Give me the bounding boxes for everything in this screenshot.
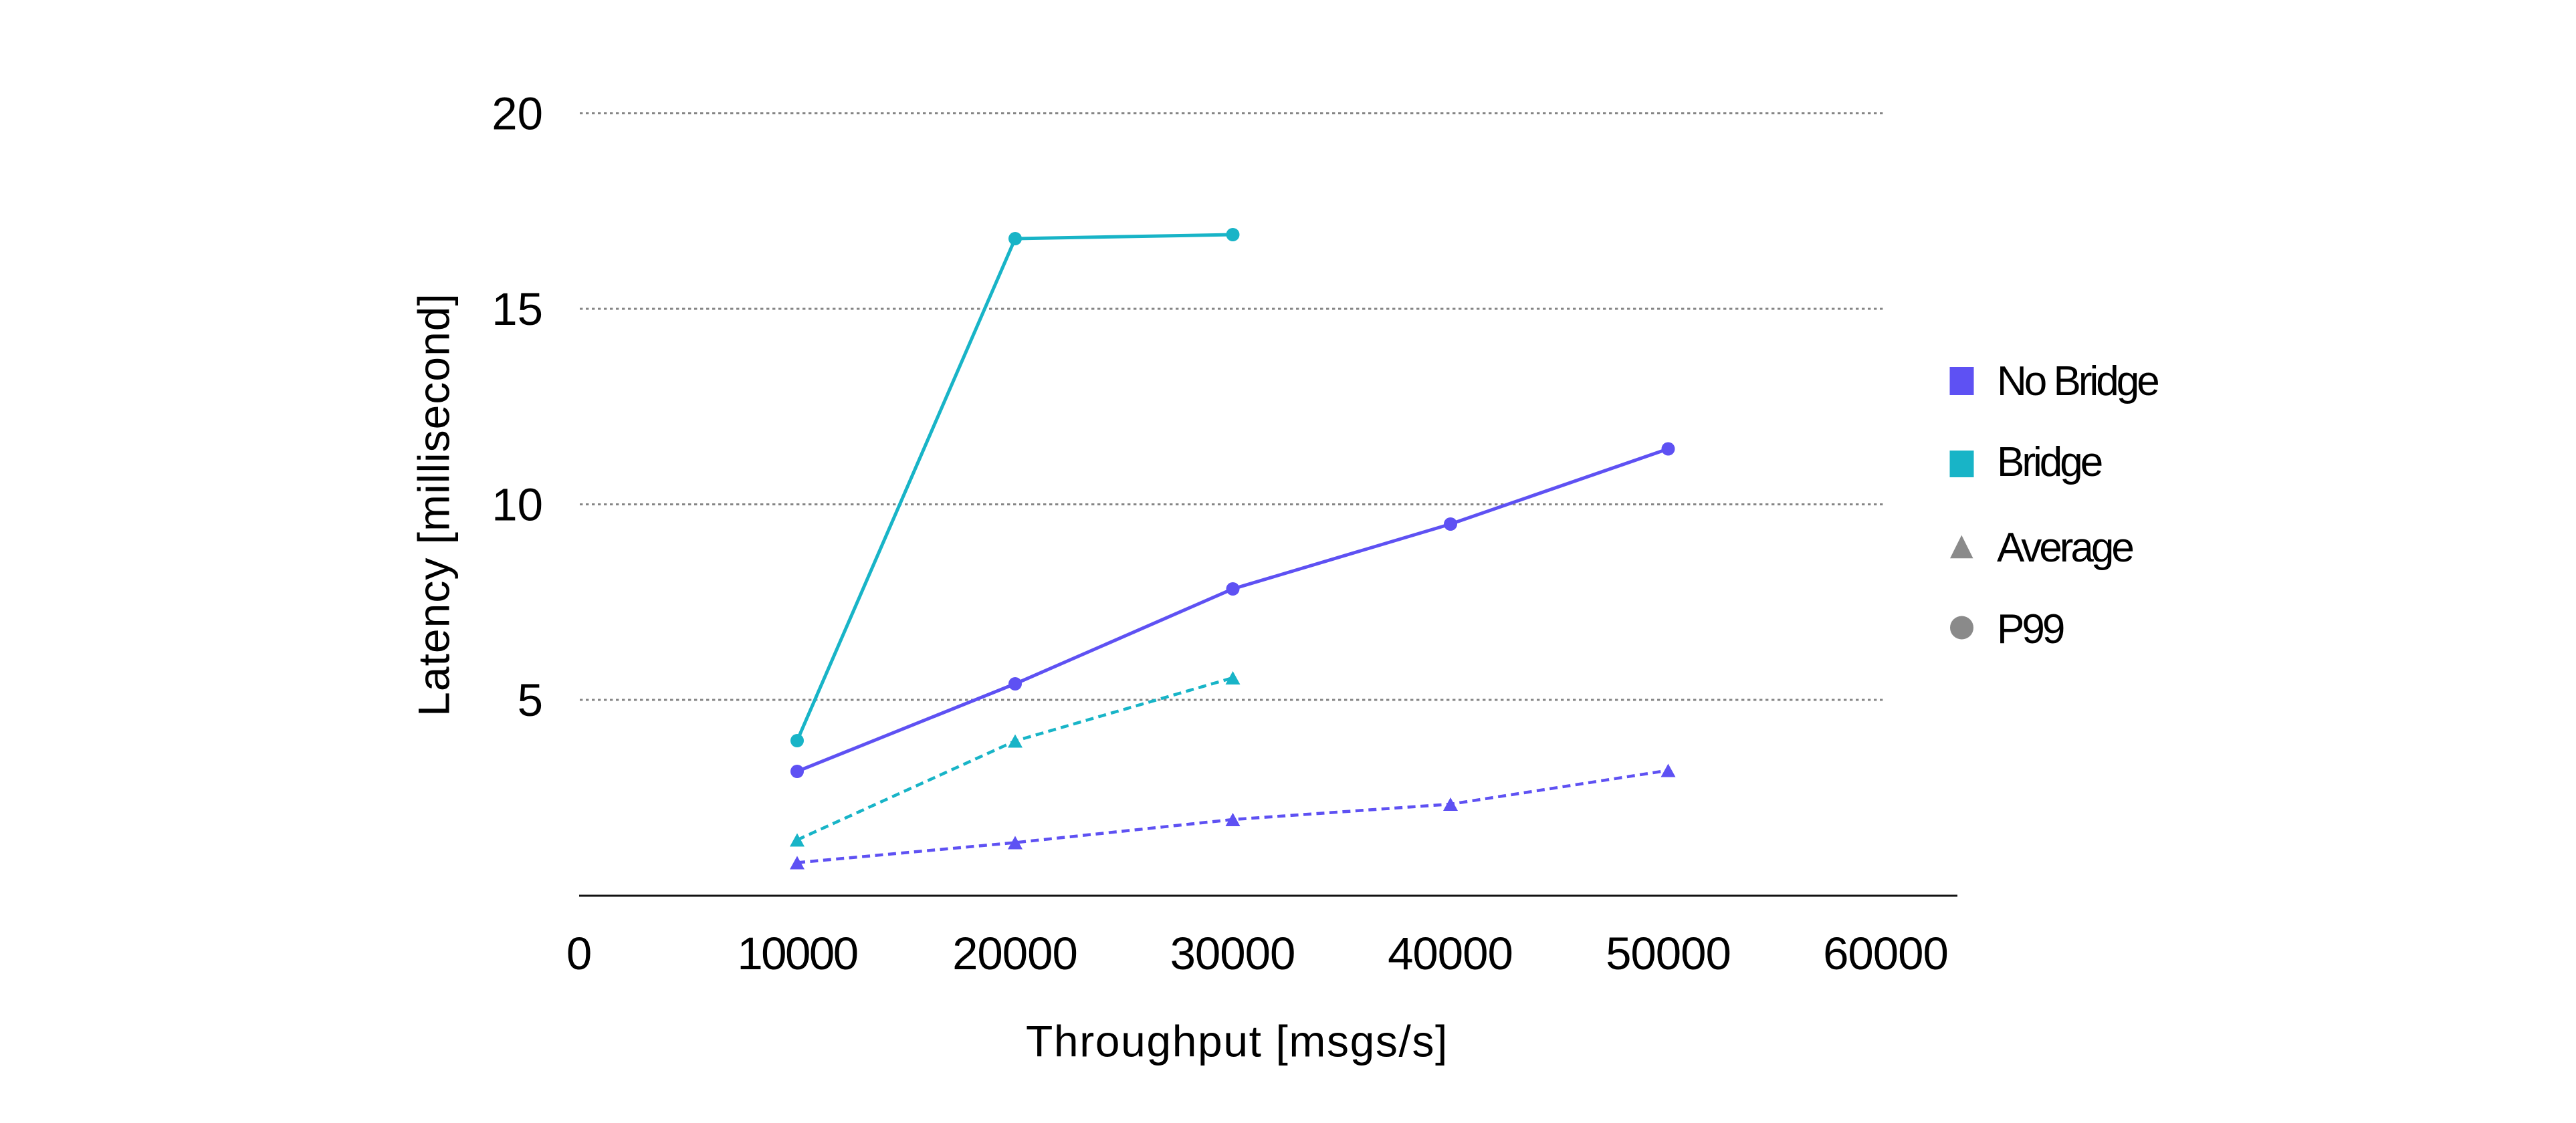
svg-text:10000: 10000 xyxy=(737,928,857,979)
svg-text:0: 0 xyxy=(566,928,592,979)
svg-text:No Bridge: No Bridge xyxy=(1997,358,2158,404)
svg-text:30000: 30000 xyxy=(1170,928,1295,979)
svg-text:P99: P99 xyxy=(1997,606,2064,652)
svg-text:50000: 50000 xyxy=(1606,928,1731,979)
svg-text:10: 10 xyxy=(492,479,543,531)
svg-text:Latency [millisecond]: Latency [millisecond] xyxy=(409,293,459,717)
svg-text:40000: 40000 xyxy=(1388,928,1513,979)
svg-text:Throughput [msgs/s]: Throughput [msgs/s] xyxy=(1026,1017,1448,1066)
svg-text:5: 5 xyxy=(518,674,543,726)
svg-text:15: 15 xyxy=(492,283,543,335)
svg-text:20000: 20000 xyxy=(952,928,1077,979)
svg-text:20: 20 xyxy=(492,88,543,140)
svg-text:Bridge: Bridge xyxy=(1997,439,2102,485)
svg-text:Average: Average xyxy=(1997,525,2133,571)
svg-text:60000: 60000 xyxy=(1823,928,1948,979)
